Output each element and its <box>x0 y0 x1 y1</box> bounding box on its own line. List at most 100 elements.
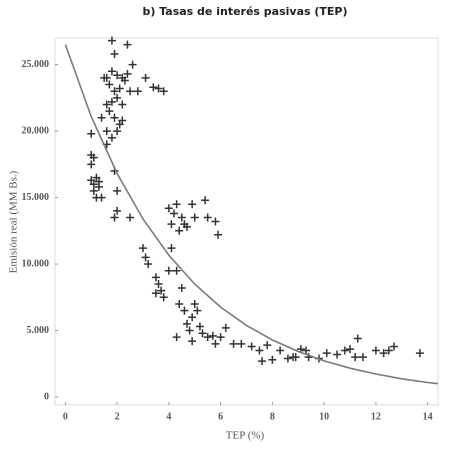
scatter-point <box>89 153 98 162</box>
x-tick-label: 8 <box>270 411 275 422</box>
scatter-point <box>190 299 199 308</box>
scatter-point <box>123 69 132 78</box>
scatter-point <box>193 306 202 315</box>
scatter-point <box>185 326 194 335</box>
scatter-point <box>159 293 168 302</box>
scatter-point <box>141 73 150 82</box>
scatter-point <box>100 73 109 82</box>
scatter-point <box>87 129 96 138</box>
scatter-point <box>123 40 132 49</box>
scatter-point <box>203 213 212 222</box>
y-axis-label: Emisión real (MM Bs.) <box>8 170 20 273</box>
scatter-point <box>110 213 119 222</box>
scatter-point <box>154 279 163 288</box>
scatter-point <box>138 244 147 253</box>
scatter-point <box>126 213 135 222</box>
scatter-point <box>229 339 238 348</box>
scatter-point <box>118 116 127 125</box>
scatter-point <box>415 349 424 358</box>
scatter-point <box>154 84 163 93</box>
scatter-point <box>302 346 311 355</box>
scatter-point <box>94 182 103 191</box>
scatter-point <box>177 283 186 292</box>
scatter-point <box>216 333 225 342</box>
scatter-point <box>175 226 184 235</box>
plot-frame <box>54 37 439 406</box>
x-tick-label: 6 <box>218 411 223 422</box>
scatter-point <box>105 80 114 89</box>
scatter-point <box>390 342 399 351</box>
scatter-point <box>89 180 98 189</box>
scatter-point <box>358 353 367 362</box>
scatter-point <box>172 333 181 342</box>
scatter-point <box>164 204 173 213</box>
scatter-point <box>188 313 197 322</box>
scatter-point <box>203 333 212 342</box>
scatter-point <box>107 97 116 106</box>
scatter-point <box>113 93 122 102</box>
fit-curve <box>64 44 439 385</box>
scatter-point <box>371 346 380 355</box>
y-tick-label: 10.000 <box>22 258 50 269</box>
x-tick-label: 12 <box>371 411 381 422</box>
scatter-point <box>177 213 186 222</box>
scatter-point <box>164 266 173 275</box>
scatter-point <box>167 244 176 253</box>
scatter-point <box>353 334 362 343</box>
scatter-point <box>190 213 199 222</box>
scatter-point <box>141 253 150 262</box>
scatter-point <box>255 346 264 355</box>
scatter-point <box>221 323 230 332</box>
scatter-point <box>211 339 220 348</box>
scatter-point <box>175 299 184 308</box>
scatter-point <box>351 353 360 362</box>
scatter-point <box>188 200 197 209</box>
x-tick-label: 4 <box>166 411 171 422</box>
x-tick-label: 14 <box>423 411 433 422</box>
scatter-point <box>214 230 223 239</box>
y-tick-label: 25.000 <box>22 59 50 70</box>
scatter-point <box>149 83 158 92</box>
scatter-point <box>118 100 127 109</box>
scatter-point <box>128 60 137 69</box>
scatter-point <box>107 36 116 45</box>
scatter-point <box>340 346 349 355</box>
scatter-point <box>102 127 111 136</box>
scatter-point <box>211 217 220 226</box>
scatter-point <box>322 349 331 358</box>
scatter-point <box>97 193 106 202</box>
scatter-point <box>110 49 119 58</box>
scatter-point <box>167 220 176 229</box>
scatter-point <box>379 349 388 358</box>
x-axis-label: TEP (%) <box>226 430 265 442</box>
scatter-point <box>133 87 142 96</box>
scatter-point <box>107 67 116 76</box>
scatter-point <box>170 209 179 218</box>
scatter-point <box>157 286 166 295</box>
scatter-point <box>151 273 160 282</box>
scatter-point <box>182 319 191 328</box>
scatter-point <box>198 329 207 338</box>
chart-title: b) Tasas de interés pasivas (TEP) <box>142 5 347 18</box>
scatter-point <box>263 341 272 350</box>
scatter-point <box>258 357 267 366</box>
scatter-point <box>113 206 122 215</box>
scatter-point <box>195 322 204 331</box>
scatter-point <box>333 350 342 359</box>
scatter-point <box>172 266 181 275</box>
scatter-point <box>283 354 292 363</box>
scatter-point <box>159 87 168 96</box>
x-tick-label: 10 <box>319 411 329 422</box>
scatter-point <box>97 113 106 122</box>
scatter-point <box>144 260 153 269</box>
scatter-point <box>110 87 119 96</box>
scatter-point <box>107 133 116 142</box>
scatter-point <box>208 331 217 340</box>
y-tick-label: 20.000 <box>22 125 50 136</box>
scatter-point <box>247 342 256 351</box>
scatter-point <box>172 200 181 209</box>
scatter-point <box>188 337 197 346</box>
scatter-point <box>113 127 122 136</box>
y-tick-label: 0 <box>44 391 49 402</box>
